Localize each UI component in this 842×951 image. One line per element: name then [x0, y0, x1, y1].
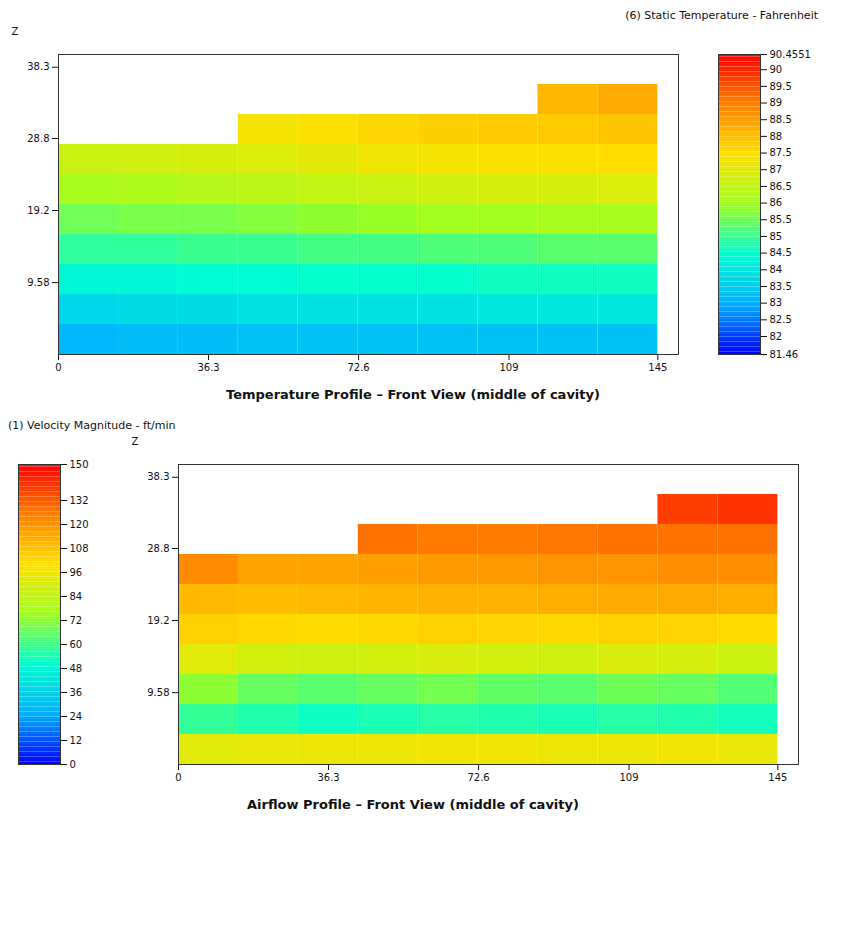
svg-text:89: 89 — [770, 97, 783, 108]
svg-text:96: 96 — [70, 567, 83, 578]
svg-text:90: 90 — [770, 64, 783, 75]
svg-text:109: 109 — [499, 362, 518, 373]
svg-text:85.5: 85.5 — [770, 214, 792, 225]
svg-text:145: 145 — [768, 772, 787, 783]
svg-text:24: 24 — [70, 711, 83, 722]
svg-text:Z: Z — [132, 436, 139, 447]
svg-text:132: 132 — [70, 495, 89, 506]
svg-text:9.58: 9.58 — [27, 277, 49, 288]
svg-text:9.58: 9.58 — [147, 687, 169, 698]
svg-text:19.2: 19.2 — [147, 615, 169, 626]
html-text:Airflow Profile – Front View (: Airflow Profile – Front View (middle of … — [247, 797, 579, 812]
svg-text:36: 36 — [70, 687, 83, 698]
svg-text:36.3: 36.3 — [317, 772, 339, 783]
svg-text:84: 84 — [770, 264, 783, 275]
svg-text:84.5: 84.5 — [770, 247, 792, 258]
html-text:(6) Static Temperature - Fahre: (6) Static Temperature - Fahrenheit — [625, 9, 818, 22]
svg-text:89.5: 89.5 — [770, 81, 792, 92]
svg-text:0: 0 — [70, 759, 76, 770]
svg-text:12: 12 — [70, 735, 83, 746]
svg-text:88: 88 — [770, 131, 783, 142]
svg-text:28.8: 28.8 — [147, 543, 169, 554]
html-text:Temperature Profile – Front Vi: Temperature Profile – Front View (middle… — [226, 387, 600, 402]
svg-text:150: 150 — [70, 459, 89, 470]
svg-text:72.6: 72.6 — [467, 772, 489, 783]
svg-text:145: 145 — [648, 362, 667, 373]
svg-text:Z: Z — [12, 26, 19, 37]
svg-text:38.3: 38.3 — [147, 471, 169, 482]
svg-text:60: 60 — [70, 639, 83, 650]
svg-text:48: 48 — [70, 663, 83, 674]
svg-text:36.3: 36.3 — [197, 362, 219, 373]
svg-text:108: 108 — [70, 543, 89, 554]
svg-text:0: 0 — [175, 772, 181, 783]
svg-text:85: 85 — [770, 231, 783, 242]
svg-text:109: 109 — [619, 772, 638, 783]
svg-text:72.6: 72.6 — [347, 362, 369, 373]
svg-text:81.46: 81.46 — [770, 349, 799, 360]
svg-text:87.5: 87.5 — [770, 147, 792, 158]
svg-text:83.5: 83.5 — [770, 281, 792, 292]
svg-text:19.2: 19.2 — [27, 205, 49, 216]
svg-text:90.4551: 90.4551 — [770, 49, 811, 60]
svg-text:86: 86 — [770, 197, 783, 208]
svg-text:28.8: 28.8 — [27, 133, 49, 144]
svg-text:87: 87 — [770, 164, 783, 175]
svg-text:120: 120 — [70, 519, 89, 530]
html-text:(1) Velocity Magnitude - ft/mi: (1) Velocity Magnitude - ft/min — [8, 419, 176, 432]
svg-text:86.5: 86.5 — [770, 181, 792, 192]
svg-text:88.5: 88.5 — [770, 114, 792, 125]
svg-text:0: 0 — [55, 362, 61, 373]
svg-text:83: 83 — [770, 297, 783, 308]
svg-text:82: 82 — [770, 331, 783, 342]
svg-text:72: 72 — [70, 615, 83, 626]
svg-text:84: 84 — [70, 591, 83, 602]
svg-text:82.5: 82.5 — [770, 314, 792, 325]
svg-text:38.3: 38.3 — [27, 61, 49, 72]
